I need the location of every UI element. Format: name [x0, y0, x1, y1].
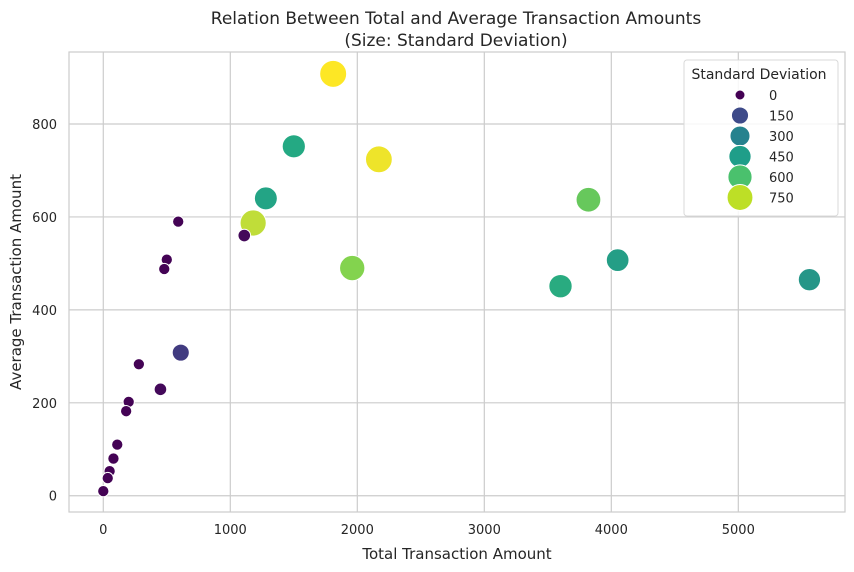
scatter-point: [101, 471, 114, 485]
y-tick-label: 400: [32, 304, 57, 319]
scatter-point: [153, 382, 168, 397]
scatter-point: [797, 268, 822, 292]
x-tick-label: 0: [99, 523, 107, 538]
x-axis-ticks: 0 1000 2000 3000 4000 5000: [99, 523, 755, 538]
y-tick-label: 800: [32, 118, 57, 133]
scatter-point: [281, 134, 306, 159]
scatter-point: [172, 215, 185, 228]
scatter-point: [97, 484, 110, 498]
legend-label: 600: [769, 171, 794, 186]
scatter-point: [319, 59, 348, 88]
scatter-point: [132, 358, 146, 371]
x-tick-label: 3000: [468, 523, 501, 538]
x-tick-label: 4000: [595, 523, 628, 538]
y-tick-label: 200: [32, 397, 57, 412]
data-points: [97, 59, 822, 498]
chart-title: Relation Between Total and Average Trans…: [211, 9, 702, 29]
legend-marker: [726, 184, 754, 211]
grid-lines: [69, 52, 845, 512]
scatter-point: [364, 145, 393, 174]
scatter-point: [158, 262, 171, 276]
legend-marker: [730, 106, 750, 125]
legend-marker: [734, 89, 746, 101]
legend-marker: [728, 144, 752, 169]
scatter-point: [120, 405, 133, 418]
scatter-point: [605, 248, 630, 273]
scatter-point: [111, 438, 124, 451]
scatter-point: [575, 186, 602, 213]
scatter-point: [339, 254, 366, 282]
y-tick-label: 600: [32, 211, 57, 226]
legend-label: 750: [769, 192, 794, 207]
x-tick-label: 2000: [341, 523, 374, 538]
legend-title: Standard Deviation: [691, 67, 826, 83]
scatter-point: [237, 228, 252, 243]
x-axis-label: Total Transaction Amount: [361, 545, 551, 563]
y-axis-ticks: 0 200 400 600 800: [32, 118, 57, 505]
y-axis-label: Average Transaction Amount: [7, 174, 25, 390]
legend-marker: [729, 125, 751, 147]
scatter-point: [107, 452, 120, 465]
x-tick-label: 5000: [722, 523, 755, 538]
chart-subtitle: (Size: Standard Deviation): [344, 31, 567, 51]
y-tick-label: 0: [49, 490, 57, 505]
scatter-point: [548, 274, 573, 299]
x-tick-label: 1000: [214, 523, 247, 538]
legend: Standard Deviation 0 150 300 450 600 750: [683, 59, 839, 217]
legend-label: 300: [769, 130, 794, 145]
scatter-point: [171, 343, 190, 362]
legend-label: 450: [769, 151, 794, 166]
legend-box: [683, 59, 839, 217]
scatter-point: [253, 186, 278, 211]
legend-label: 150: [769, 110, 794, 125]
legend-label: 0: [769, 89, 777, 104]
